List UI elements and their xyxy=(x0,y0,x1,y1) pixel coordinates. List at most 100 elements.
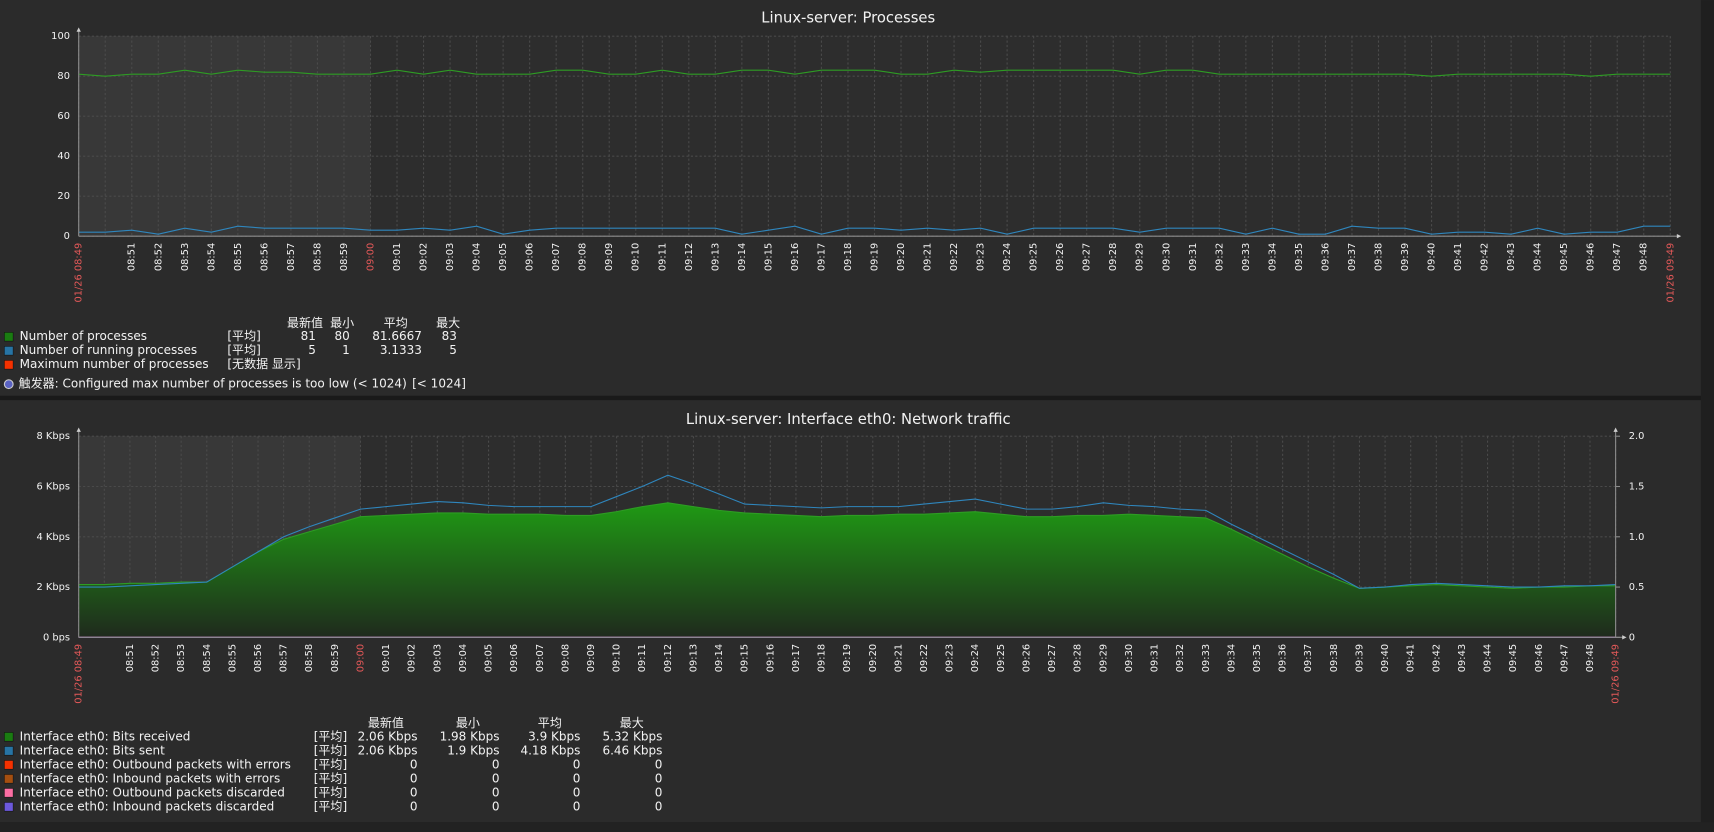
x-tick-label: 09:45 xyxy=(1559,243,1570,271)
axis-arrow xyxy=(1676,233,1682,239)
x-tick-label: 09:43 xyxy=(1457,644,1468,672)
x-tick-label: 09:41 xyxy=(1453,243,1464,271)
legend-value: 0 xyxy=(410,785,418,799)
legend-value: 1.9 Kbps xyxy=(447,743,499,757)
x-tick-label: 09:42 xyxy=(1480,243,1491,271)
legend-function: [平均] xyxy=(314,799,347,813)
x-tick-label: 08:59 xyxy=(330,644,341,672)
x-tick-label: 09:25 xyxy=(1029,243,1040,271)
x-tick-label: 09:31 xyxy=(1150,644,1161,672)
x-tick-label: 09:13 xyxy=(688,644,699,672)
legend-value: 0 xyxy=(492,771,500,785)
legend-swatch xyxy=(4,760,14,770)
legend-swatch xyxy=(4,774,14,784)
legend-value: 5 xyxy=(308,343,316,357)
x-tick-label: 09:18 xyxy=(843,243,854,271)
x-tick-label: 09:08 xyxy=(578,243,589,271)
legend-name: Interface eth0: Outbound packets with er… xyxy=(20,757,291,771)
x-tick-label: 08:51 xyxy=(125,644,136,672)
x-tick-label: 09:46 xyxy=(1586,243,1597,271)
legend-name: Maximum number of processes xyxy=(20,357,209,371)
x-tick-label: 09:43 xyxy=(1506,243,1517,271)
x-tick-label: 09:36 xyxy=(1320,243,1331,271)
x-tick-label: 09:16 xyxy=(765,644,776,672)
taskbar xyxy=(0,822,1714,832)
y2-tick-label: 1.5 xyxy=(1629,482,1645,493)
x-tick-label: 09:06 xyxy=(509,644,520,672)
x-tick-label: 09:34 xyxy=(1267,243,1278,271)
area xyxy=(78,502,1616,638)
x-tick-label: 08:55 xyxy=(233,243,244,271)
x-tick-label: 09:23 xyxy=(945,644,956,672)
y-tick-label: 60 xyxy=(57,111,70,122)
trigger-condition: [< 1024] xyxy=(412,377,466,391)
x-tick-label: 09:02 xyxy=(419,243,430,271)
legend-value: 0 xyxy=(655,785,663,799)
x-tick-label: 09:00 xyxy=(365,243,376,271)
x-tick-label: 09:01 xyxy=(381,644,392,672)
x-tick-label: 09:26 xyxy=(1055,243,1066,271)
chart-title: Linux-server: Processes xyxy=(761,10,935,27)
y-tick-label: 40 xyxy=(57,151,70,162)
legend-name: Number of running processes xyxy=(20,343,198,357)
legend-swatch xyxy=(4,788,14,798)
legend-value: 83 xyxy=(442,329,457,343)
x-tick-label: 09:28 xyxy=(1073,644,1084,672)
x-tick-label: 09:10 xyxy=(631,243,642,271)
x-tick-label: 09:26 xyxy=(1021,644,1032,672)
legend-header: 最大 xyxy=(620,716,644,730)
x-tick-label: 09:17 xyxy=(791,644,802,672)
y2-tick-label: 0 xyxy=(1629,632,1635,643)
legend-value: 0 xyxy=(573,757,581,771)
x-tick-label: 08:52 xyxy=(151,644,162,672)
x-tick-label: 09:29 xyxy=(1098,644,1109,672)
y-tick-label: 100 xyxy=(51,31,70,42)
legend-value: 0 xyxy=(492,785,500,799)
legend-header: 最新值 xyxy=(287,315,323,330)
x-tick-label: 09:10 xyxy=(612,644,623,672)
x-tick-label: 09:14 xyxy=(737,243,748,271)
legend-swatch xyxy=(4,746,14,756)
x-tick-label: 09:33 xyxy=(1201,644,1212,672)
x-tick-label: 09:37 xyxy=(1347,243,1358,271)
y-tick-label: 4 Kbps xyxy=(37,532,70,543)
highlight-region xyxy=(78,36,371,237)
y2-tick-label: 1.0 xyxy=(1629,532,1645,543)
legend-value: 6.46 Kbps xyxy=(602,743,662,757)
x-tick-label: 09:27 xyxy=(1082,243,1093,271)
legend-swatch xyxy=(4,332,14,342)
x-tick-label: 09:02 xyxy=(407,644,418,672)
legend-function: [平均] xyxy=(314,771,347,785)
legend-name: Number of processes xyxy=(20,329,147,343)
legend-value: 0 xyxy=(492,799,500,813)
legend-swatch xyxy=(4,802,14,812)
axis-arrow xyxy=(1613,427,1618,432)
x-tick-label: 09:44 xyxy=(1533,243,1544,271)
x-tick-label: 09:22 xyxy=(919,644,930,672)
x-tick-label: 09:29 xyxy=(1135,243,1146,271)
chart-title: Linux-server: Interface eth0: Network tr… xyxy=(686,411,1011,428)
legend-name: Interface eth0: Inbound packets discarde… xyxy=(20,799,275,813)
x-tick-label: 09:00 xyxy=(355,644,366,672)
legend-value: 0 xyxy=(492,757,500,771)
legend-value: 0 xyxy=(410,771,418,785)
x-tick-label: 01/26 09:49 xyxy=(1611,644,1622,704)
x-tick-label: 09:15 xyxy=(763,243,774,271)
y-tick-label: 0 xyxy=(64,231,70,242)
x-tick-label: 08:58 xyxy=(304,644,315,672)
legend-value: 1 xyxy=(342,343,350,357)
legend-value: 1.98 Kbps xyxy=(440,729,500,743)
x-tick-label: 09:03 xyxy=(432,644,443,672)
legend-value: 3.9 Kbps xyxy=(528,729,580,743)
x-tick-label: 09:16 xyxy=(790,243,801,271)
y-tick-label: 8 Kbps xyxy=(37,431,70,442)
legend-header: 最新值 xyxy=(368,715,404,730)
legend-swatch xyxy=(4,360,14,370)
x-tick-label: 09:19 xyxy=(842,644,853,672)
scrollbar xyxy=(1700,0,1714,832)
legend-value: 80 xyxy=(334,329,349,343)
x-tick-label: 09:11 xyxy=(657,243,668,271)
x-tick-label: 09:09 xyxy=(604,243,615,271)
x-tick-label: 09:20 xyxy=(868,644,879,672)
legend-value: 4.18 Kbps xyxy=(520,743,580,757)
